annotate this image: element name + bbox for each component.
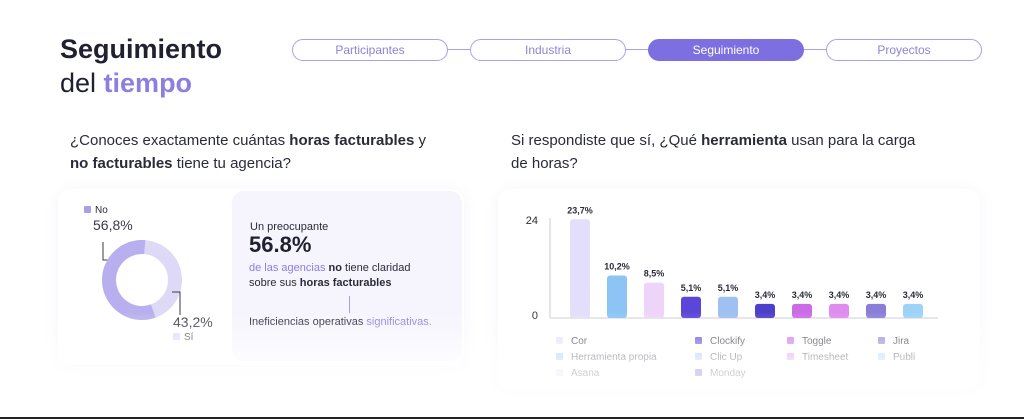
- callout-divider: [349, 296, 350, 313]
- bar: [607, 275, 627, 318]
- bar-data-label: 3,4%: [755, 290, 776, 300]
- legend-label: Clockify: [710, 336, 745, 347]
- callout-line-3-accent: significativas.: [366, 316, 432, 328]
- si-leader-svg: [172, 291, 181, 315]
- bar: [718, 296, 738, 318]
- legend-swatch: [695, 369, 702, 376]
- legend-label: Herramienta propia: [571, 352, 657, 363]
- bottom-border: [0, 417, 1024, 419]
- step-participantes[interactable]: Participantes: [292, 39, 448, 61]
- section-stepper: Participantes Industria Seguimiento Proy…: [292, 39, 982, 61]
- legend-swatch: [878, 337, 885, 344]
- si-leader-line: [172, 291, 181, 315]
- legend-swatch: [695, 337, 702, 344]
- step-seguimiento[interactable]: Seguimiento: [648, 39, 804, 61]
- legend-label: Cor: [571, 336, 588, 347]
- bar: [866, 303, 886, 318]
- insight-callout: [232, 191, 462, 361]
- callout-line-3-text: Ineficiencias operativas: [249, 316, 367, 328]
- title-line-1: Seguimiento: [60, 34, 223, 64]
- left-question-text-2: y: [414, 132, 427, 149]
- right-question-text-1: Si respondiste que sí, ¿Qué: [511, 132, 702, 149]
- callout-line-1-bold: no: [325, 262, 342, 274]
- bar: [644, 282, 664, 318]
- legend-swatch: [556, 337, 563, 344]
- legend-swatch: [556, 353, 563, 360]
- legend-swatch: [695, 353, 702, 360]
- left-question-bold-2: no facturables: [70, 155, 173, 172]
- legend-swatch: [878, 353, 885, 360]
- legend-label: Clic Up: [710, 352, 743, 363]
- legend-label: Monday: [710, 368, 746, 379]
- legend-swatch: [556, 369, 563, 376]
- step-industria[interactable]: Industria: [470, 39, 626, 61]
- right-question-text-2: usan para la carga: [786, 132, 916, 149]
- title-line-2-prefix: del: [60, 68, 104, 98]
- legend-no-label: No: [95, 205, 108, 216]
- step-proyectos[interactable]: Proyectos: [826, 39, 982, 61]
- callout-line-2-bold: horas facturables: [299, 277, 392, 289]
- callout-line-1-accent: de las agencias: [249, 262, 326, 274]
- bar: [681, 296, 701, 318]
- donut-no-value: 56,8%: [93, 217, 133, 233]
- bar: [829, 303, 849, 318]
- callout-line-2: sobre sus horas facturables: [249, 277, 391, 289]
- stepper-line: [302, 49, 972, 50]
- legend-swatch: [787, 353, 794, 360]
- legend-label: Publi: [893, 352, 915, 363]
- right-question: Si respondiste que sí, ¿Qué herramienta …: [511, 129, 961, 175]
- bars-group: 23,7% 10,2% 8,5% 5,1% 5,1% 3,4% 3,4% 3,4% 3,4% 3,…: [567, 205, 923, 318]
- legend-si-label: Sí: [184, 332, 194, 343]
- bar: [755, 303, 775, 318]
- donut-slice-no: [102, 240, 182, 320]
- legend-no: No: [84, 205, 108, 216]
- right-question-bold: herramienta: [701, 132, 787, 149]
- page-title: Seguimiento del tiempo: [60, 32, 222, 100]
- bar-data-label: 10,2%: [604, 262, 630, 272]
- y-tick-label: 0: [532, 310, 538, 322]
- left-question: ¿Conoces exactamente cuántas horas factu…: [70, 129, 470, 175]
- bar-data-label: 3,4%: [866, 290, 887, 300]
- y-tick-label: 24: [526, 215, 538, 227]
- callout-line-1: de las agencias no tiene claridad: [249, 262, 410, 274]
- bar-data-label: 8,5%: [644, 269, 665, 279]
- legend-si: Sí: [173, 332, 193, 343]
- bar-data-label: 5,1%: [681, 283, 702, 293]
- left-question-text-1: ¿Conoces exactamente cuántas: [70, 132, 290, 149]
- legend-swatch: [787, 337, 794, 344]
- right-question-text-3: de horas?: [511, 155, 578, 172]
- left-question-text-3: tiene tu agencia?: [172, 155, 291, 172]
- legend-label: Toggle: [802, 336, 832, 347]
- bar-data-label: 3,4%: [829, 290, 850, 300]
- callout-line-3: Ineficiencias operativas significativas.: [249, 316, 432, 328]
- legend-label: Timesheet: [802, 352, 849, 363]
- chart-legend: Cor Herramienta propia Asana Clockify Clic U…: [556, 336, 915, 379]
- left-question-bold-1: horas facturables: [289, 132, 415, 149]
- legend-no-swatch: [84, 206, 91, 213]
- bar: [792, 303, 812, 318]
- callout-line-1-rest: tiene claridad: [341, 262, 411, 274]
- bar-data-label: 3,4%: [792, 290, 813, 300]
- bar: [903, 303, 923, 318]
- legend-label: Asana: [571, 368, 600, 379]
- legend-si-swatch: [173, 333, 180, 340]
- callout-big-number: 56.8%: [249, 232, 312, 257]
- title-line-2: del tiempo: [60, 66, 222, 100]
- bar-data-label: 5,1%: [718, 283, 739, 293]
- donut-si-value: 43,2%: [173, 314, 213, 330]
- title-accent-word: tiempo: [103, 68, 193, 98]
- bar-chart: 24 0 23,7% 10,2% 8,5% 5,1% 5,1% 3,4% 3,4% 3,4% 3…: [526, 205, 938, 379]
- bar-data-label: 3,4%: [903, 290, 924, 300]
- legend-label: Jira: [893, 336, 910, 347]
- callout-intro: Un preocupante: [250, 221, 329, 233]
- bar: [570, 219, 590, 318]
- bar-data-label: 23,7%: [567, 205, 593, 215]
- callout-line-2-rest: sobre sus: [249, 277, 300, 289]
